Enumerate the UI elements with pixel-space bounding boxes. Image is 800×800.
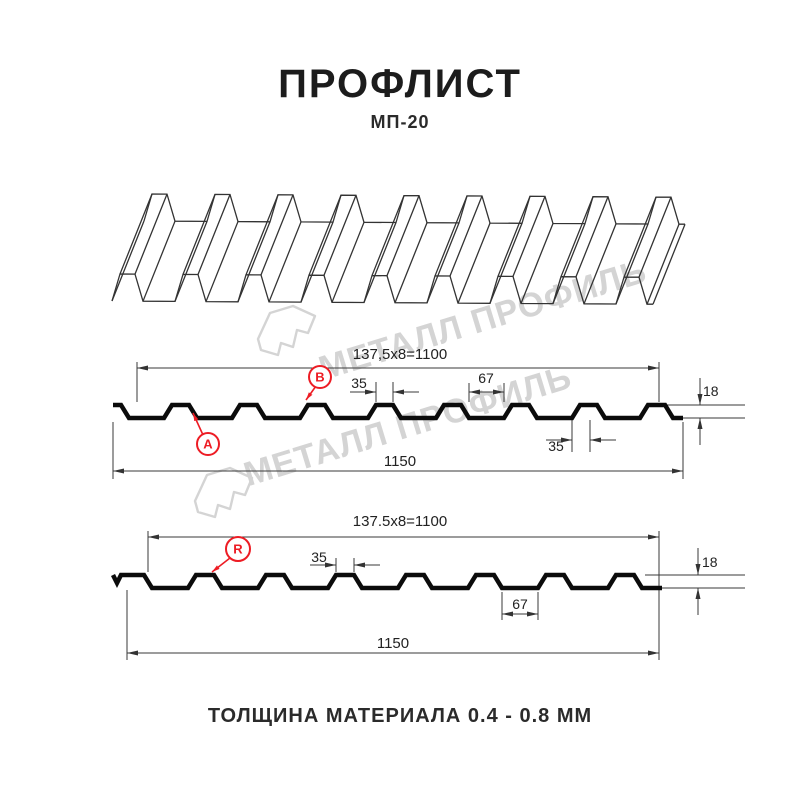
page-title: ПРОФЛИСТ <box>278 62 522 106</box>
sheet-rib-edge <box>583 223 617 305</box>
sheet-rib-edge <box>386 195 420 276</box>
sheet-rib-edge <box>552 223 586 304</box>
sheet-rib-edge <box>205 221 239 302</box>
crest-top-dim: 35 <box>351 375 367 391</box>
sheet-rib-edge <box>652 224 686 305</box>
height-dim: 18 <box>703 383 719 399</box>
dimension-lines <box>112 362 745 479</box>
metall-profil-logo-watermark <box>256 304 317 357</box>
sheet-rib-edge <box>308 194 342 276</box>
sheet-rib-edge <box>623 196 657 278</box>
dimension-lines <box>126 531 745 660</box>
sheet-3d-view <box>111 193 686 305</box>
sheet-rib-edge <box>457 222 491 304</box>
sheet-rib-edge <box>119 193 153 275</box>
callout-b-letter: B <box>315 370 324 385</box>
sheet-back-edge <box>143 193 685 225</box>
sheet-rib-edge <box>575 196 609 278</box>
callout-a-letter: A <box>203 437 213 452</box>
sheet-rib-edge <box>197 194 231 275</box>
material-thickness-note: ТОЛЩИНА МАТЕРИАЛА 0.4 - 0.8 ММ <box>207 705 593 727</box>
crest-base-dim: 35 <box>548 438 564 454</box>
sheet-rib-edge <box>268 221 302 303</box>
sheet-rib-edge <box>300 221 334 303</box>
logo-outline <box>256 304 317 357</box>
sheet-rib-edge <box>394 222 428 303</box>
sheet-rib-edge <box>134 193 168 275</box>
total-width-dim: 1150 <box>384 453 416 470</box>
sheet-rib-edge <box>449 195 483 277</box>
sheet-rib-edge <box>111 220 145 302</box>
cross-section-side-r: 137.5x8=1100 35 67 18 1150 R <box>110 513 745 660</box>
sheet-rib-edge <box>638 196 672 278</box>
profile-outline-side-r <box>110 572 662 591</box>
sheet-rib-edge <box>489 223 523 304</box>
sheet-rib-edge <box>323 195 357 276</box>
sheet-rib-edge <box>646 223 680 305</box>
sheet-rib-edge <box>182 194 216 275</box>
sheet-rib-edge <box>331 222 365 303</box>
profile-outline-side-a <box>113 402 683 421</box>
sheet-rib-edge <box>615 223 649 305</box>
callout-b: B <box>305 365 332 401</box>
module-width-dim: 137.5x8=1100 <box>353 513 447 530</box>
cross-section-side-a: 137,5x8=1100 35 67 18 35 1150 B A <box>112 346 745 479</box>
sheet-rib-edge <box>142 220 176 302</box>
callout-r: R <box>211 536 251 573</box>
sheet-rib-edge <box>426 222 460 304</box>
height-dim: 18 <box>702 554 718 570</box>
callout-r-circle <box>225 536 251 562</box>
sheet-rib-edge <box>520 223 554 304</box>
callout-b-circle <box>308 365 332 389</box>
callout-a: A <box>192 412 220 456</box>
sheet-rib-edge <box>497 196 531 277</box>
sheet-rib-edge <box>260 194 294 276</box>
dimension-labels: 137.5x8=1100 35 67 18 1150 <box>311 513 718 652</box>
valley-dim: 67 <box>478 370 494 386</box>
valley-dim: 67 <box>512 596 528 612</box>
sheet-rib-edge <box>371 195 405 276</box>
callout-r-letter: R <box>233 542 243 557</box>
sheet-rib-edge <box>512 196 546 277</box>
sheet-rib-edge <box>560 196 594 277</box>
sheet-rib-edge <box>245 194 279 276</box>
module-width-dim: 137,5x8=1100 <box>353 346 447 363</box>
sheet-rib-edge <box>174 221 208 302</box>
sheet-rib-edge <box>363 222 397 303</box>
crest-top-dim: 35 <box>311 549 327 565</box>
sheet-front-edge <box>111 273 653 305</box>
total-width-dim: 1150 <box>377 635 409 652</box>
dimension-labels: 137,5x8=1100 35 67 18 35 1150 <box>351 346 719 470</box>
sheet-rib-edge <box>434 195 468 277</box>
sheet-rib-edge <box>237 221 271 302</box>
profile-model-subtitle: МП-20 <box>370 112 430 132</box>
callout-a-circle <box>196 432 220 456</box>
